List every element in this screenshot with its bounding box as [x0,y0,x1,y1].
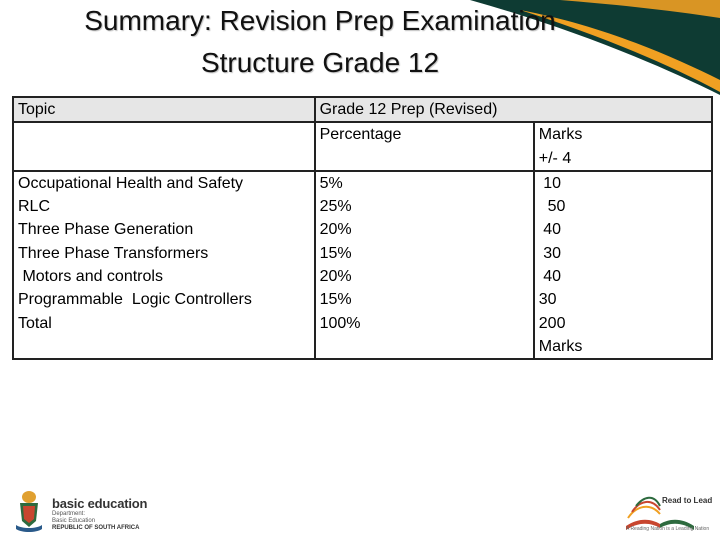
table-subheader-row: Percentage Marks +/- 4 [12,121,714,172]
read-to-lead-tagline: A Reading Nation is a Leading Nation [626,526,710,532]
percentage-item: 15% [319,291,352,309]
read-to-lead-book-icon [626,496,694,530]
header-grade-label: Grade 12 Prep (Revised) [319,101,498,118]
dept-line-2: Basic Education [52,518,96,524]
percentage-item-total: 100% [319,314,361,332]
org-name: basic education [52,496,148,511]
coat-of-arms-icon [16,491,42,532]
topic-item: Motors and controls [18,268,163,286]
percentage-item: 5% [319,174,343,192]
topic-item-total: Total [18,314,52,332]
marks-item-total: 200 [538,314,566,332]
header-topic-label: Topic [18,101,56,118]
marks-item: 30 [538,244,562,262]
subheader-topic-cell [12,121,316,172]
header-marks-label: Marks [538,126,583,144]
percentage-item: 20% [319,268,352,286]
percentage-item: 25% [319,198,352,216]
topic-item: RLC [18,198,51,216]
header-topic: Topic [12,95,316,124]
header-marks-tolerance: +/- 4 [538,149,572,167]
header-percentage-label: Percentage [319,126,402,144]
basic-education-logo: basic education Department: Basic Educat… [52,496,147,532]
marks-item: 40 [538,268,562,286]
title-line-1: Summary: Revision Prep Examination [84,5,556,36]
table-body-row: Occupational Health and Safety RLC Three… [12,169,714,361]
slide-title: Summary: Revision Prep Examination Struc… [20,0,620,84]
marks-item: 10 [538,174,562,192]
topics-cell: Occupational Health and Safety RLC Three… [12,169,316,361]
marks-item: 30 [538,291,557,309]
percentages-cell: 5% 25% 20% 15% 20% 15% 100% [313,169,535,361]
read-to-lead-title: Read to Lead [662,496,713,505]
dept-line-3: REPUBLIC OF SOUTH AFRICA [52,525,140,531]
subheader-percentage-cell: Percentage [313,121,535,172]
topic-spacer [18,335,310,358]
marks-item: 50 [538,198,566,216]
topic-item: Occupational Health and Safety [18,174,244,192]
table-header-row: Topic Grade 12 Prep (Revised) [12,95,714,124]
title-line-2: Structure Grade 12 [200,47,440,78]
subheader-marks-cell: Marks +/- 4 [532,121,714,172]
topic-item: Programmable Logic Controllers [18,291,252,309]
marks-item: 40 [538,221,562,239]
percentage-item: 15% [319,244,352,262]
topic-item: Three Phase Transformers [18,244,209,262]
header-grade-marks: Grade 12 Prep (Revised) [313,95,714,124]
marks-item-unit: Marks [538,337,583,355]
marks-cell: 10 50 40 30 40 30 200 Marks [532,169,714,361]
percentage-item: 20% [319,221,352,239]
exam-structure-table: Topic Grade 12 Prep (Revised) Percentage… [12,95,714,361]
dept-line-1: Department: [52,511,86,517]
topic-item: Three Phase Generation [18,221,194,239]
